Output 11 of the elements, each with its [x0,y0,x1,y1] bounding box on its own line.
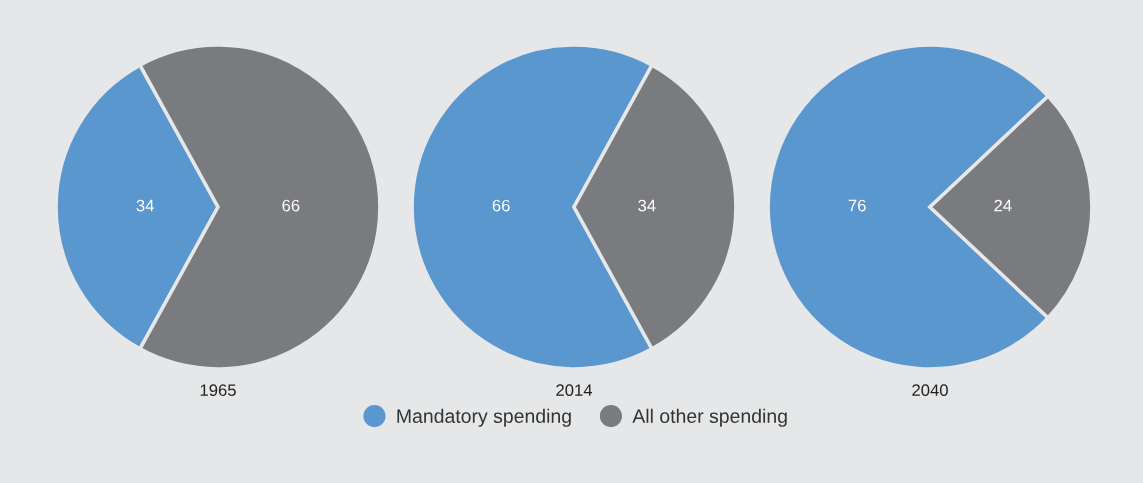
data-label: 34 [638,199,656,212]
legend-label: Mandatory spending [397,408,571,427]
data-label: 34 [136,199,154,212]
data-label: 76 [848,199,866,212]
data-label: 66 [282,199,300,212]
legend-label: All other spending [632,408,787,427]
text: 1965 [200,384,236,397]
text: 2014 [556,384,593,397]
data-label: 24 [994,199,1012,212]
text: 2040 [912,384,948,397]
data-label: 66 [492,199,510,212]
